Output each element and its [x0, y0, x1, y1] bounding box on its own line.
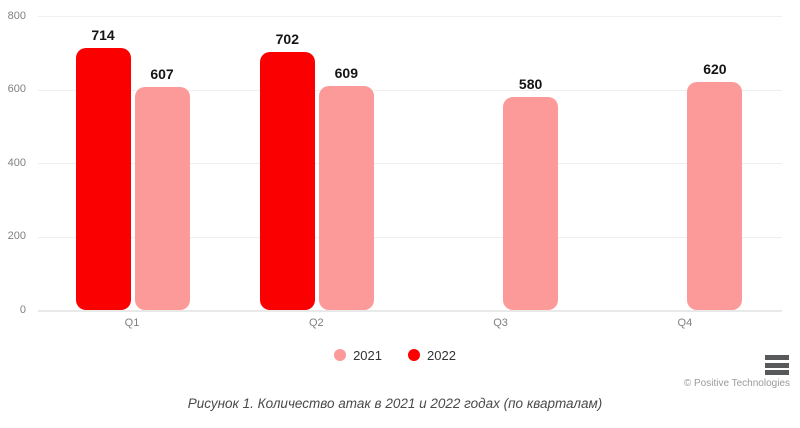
legend-dot-icon [408, 349, 420, 361]
value-label: 702 [275, 31, 299, 47]
y-axis-label: 0 [19, 303, 26, 316]
value-label: 607 [150, 65, 174, 82]
value-label: 620 [703, 61, 727, 78]
legend-label: 2021 [353, 347, 382, 363]
legend-label: 2022 [427, 347, 456, 363]
value-label: 609 [334, 65, 358, 82]
y-axis-label: 400 [7, 156, 26, 169]
bar-2021-q4[interactable] [687, 82, 743, 310]
gridline [38, 236, 782, 238]
hamburger-line [765, 355, 789, 360]
x-axis-label: Q1 [124, 317, 140, 329]
y-axis-label: 800 [7, 9, 26, 22]
value-label: 580 [518, 75, 543, 92]
legend-item-2021[interactable]: 2021 [334, 348, 382, 363]
x-axis-label: Q3 [493, 317, 508, 329]
x-axis-label: Q2 [308, 317, 324, 329]
legend: 2021 2022 [0, 346, 790, 364]
x-axis-label: Q4 [677, 317, 693, 329]
figure-caption: Рисунок 1. Количество атак в 2021 и 2022… [187, 396, 603, 411]
legend-dot-icon [334, 349, 347, 361]
bar-2022-q1[interactable] [75, 47, 131, 310]
gridline [38, 16, 782, 17]
gridline [38, 310, 782, 312]
bar-2021-q2[interactable] [318, 86, 374, 310]
y-axis-label: 600 [7, 83, 26, 95]
bar-2021-q3[interactable] [503, 96, 559, 310]
legend-item-2022[interactable]: 2022 [408, 348, 456, 363]
value-label: 714 [91, 26, 115, 43]
hamburger-line [765, 362, 789, 368]
credits-link[interactable]: © Positive Technologies [683, 378, 790, 389]
gridline [38, 163, 782, 164]
y-axis-label: 200 [7, 230, 26, 242]
hamburger-line [765, 370, 789, 375]
bar-2022-q2[interactable] [259, 52, 315, 310]
gridline [38, 89, 782, 91]
hamburger-menu-icon[interactable] [765, 355, 789, 375]
bar-2021-q1[interactable] [134, 86, 190, 310]
